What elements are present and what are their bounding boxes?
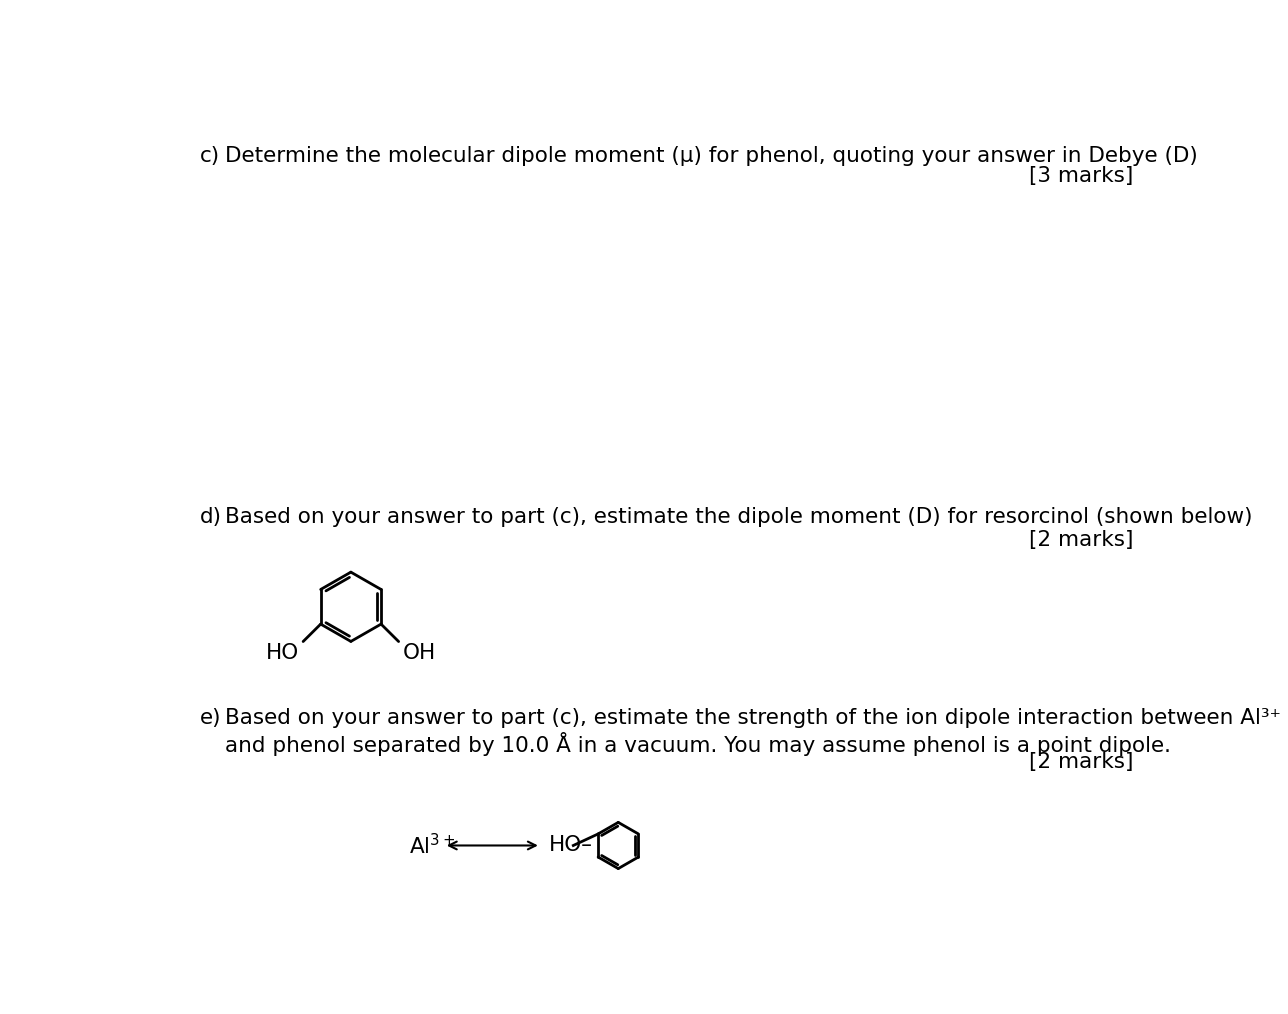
Text: [2 marks]: [2 marks] (1029, 529, 1133, 550)
Text: d): d) (200, 507, 222, 526)
Text: c): c) (200, 146, 220, 166)
Text: e): e) (200, 709, 222, 728)
Text: [2 marks]: [2 marks] (1029, 751, 1133, 772)
Text: Al$^{3+}$: Al$^{3+}$ (410, 832, 456, 858)
Text: Based on your answer to part (c), estimate the strength of the ion dipole intera: Based on your answer to part (c), estima… (225, 709, 1282, 728)
Text: Based on your answer to part (c), estimate the dipole moment (D) for resorcinol : Based on your answer to part (c), estima… (225, 507, 1253, 526)
Text: HO: HO (267, 643, 299, 663)
Text: [3 marks]: [3 marks] (1029, 166, 1133, 187)
Text: HO–: HO– (549, 836, 592, 856)
Text: and phenol separated by 10.0 Å in a vacuum. You may assume phenol is a point dip: and phenol separated by 10.0 Å in a vacu… (225, 731, 1171, 755)
Text: Determine the molecular dipole moment (μ) for phenol, quoting your answer in Deb: Determine the molecular dipole moment (μ… (225, 146, 1198, 166)
Text: OH: OH (402, 643, 435, 663)
